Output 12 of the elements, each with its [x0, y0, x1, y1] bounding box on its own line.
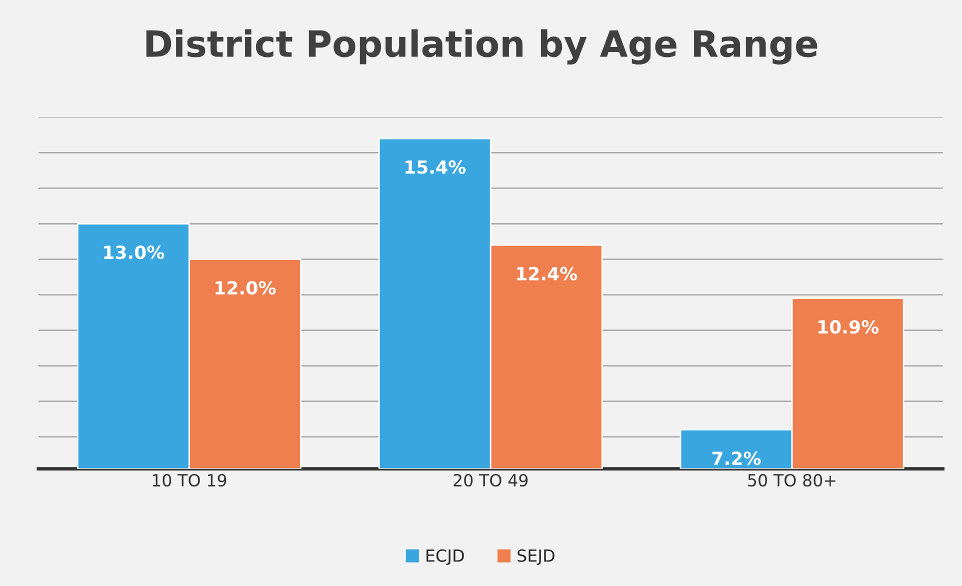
x-tick-label: 50 TO 80+ — [748, 474, 836, 487]
data-label: 10.9% — [818, 320, 879, 334]
legend-label: ECJD — [426, 549, 464, 566]
data-label: 15.4% — [406, 160, 466, 174]
data-label: 13.0% — [104, 245, 164, 260]
data-label: 12.4% — [517, 266, 578, 280]
data-label: 7.2% — [712, 451, 761, 466]
legend-label: SEJD — [518, 549, 554, 566]
x-tick-label: 20 TO 49 — [454, 474, 528, 487]
data-label: 12.0% — [216, 280, 276, 295]
x-tick-label: 10 TO 19 — [152, 474, 226, 487]
chart-title: District Population by Age Range — [146, 29, 818, 65]
